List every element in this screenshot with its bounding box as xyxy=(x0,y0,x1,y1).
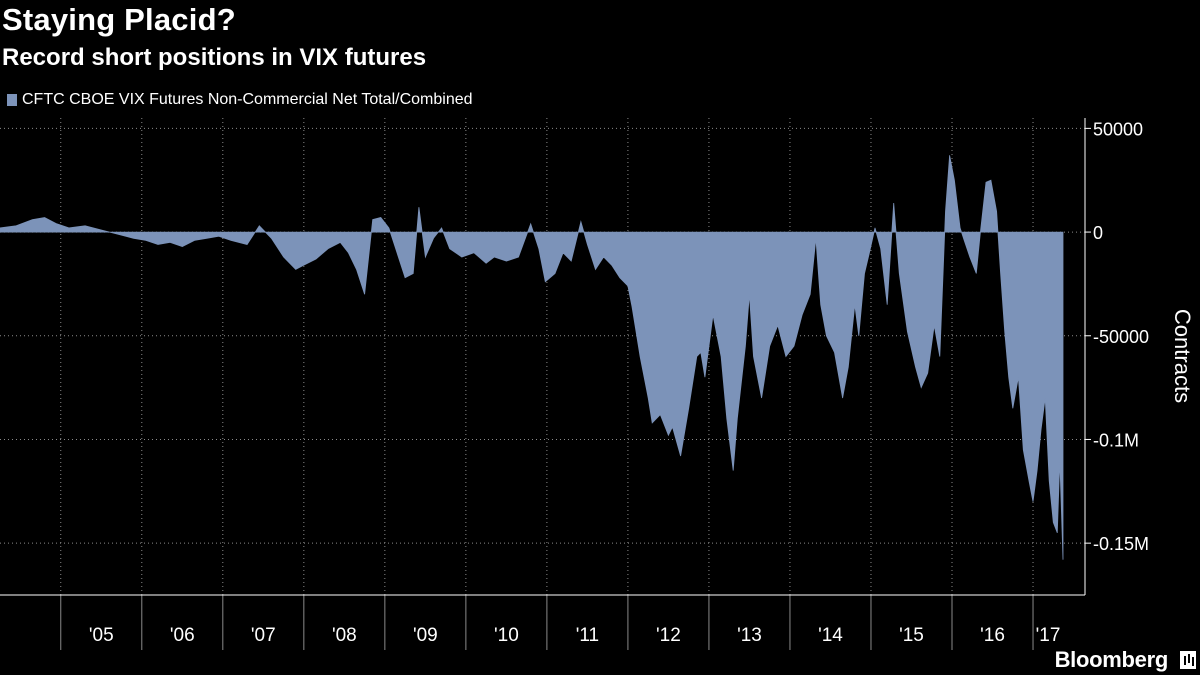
x-tick-label: '15 xyxy=(899,625,924,646)
y-tick-label: 0 xyxy=(1093,223,1103,243)
x-tick-label: '16 xyxy=(980,625,1005,646)
bloomberg-terminal-icon xyxy=(1180,651,1196,669)
legend-label: CFTC CBOE VIX Futures Non-Commercial Net… xyxy=(22,91,473,108)
x-tick-label: '07 xyxy=(251,625,276,646)
y-tick-label: -50000 xyxy=(1093,327,1149,347)
legend: CFTC CBOE VIX Futures Non-Commercial Net… xyxy=(7,91,473,109)
x-tick-label: '10 xyxy=(494,625,519,646)
x-tick-label: '12 xyxy=(656,625,681,646)
x-tick-label: '14 xyxy=(818,625,843,646)
x-tick-label: '08 xyxy=(332,625,357,646)
y-tick-label: -0.15M xyxy=(1093,534,1149,554)
chart-subtitle: Record short positions in VIX futures xyxy=(2,44,427,71)
x-tick-label: '06 xyxy=(170,625,195,646)
y-tick-label: -0.1M xyxy=(1093,430,1139,450)
chart-title: Staying Placid? xyxy=(2,2,236,37)
y-axis-label: Contracts xyxy=(1170,309,1195,403)
x-tick-label: '13 xyxy=(737,625,762,646)
y-tick-label: 50000 xyxy=(1093,119,1143,139)
x-tick-label: '09 xyxy=(413,625,438,646)
legend-swatch xyxy=(7,94,17,106)
x-tick-label: '05 xyxy=(89,625,114,646)
x-tick-label: '17 xyxy=(1036,625,1061,646)
area-series xyxy=(0,155,1064,560)
bloomberg-logo-text: Bloomberg xyxy=(1054,647,1169,672)
x-tick-label: '11 xyxy=(576,625,599,646)
